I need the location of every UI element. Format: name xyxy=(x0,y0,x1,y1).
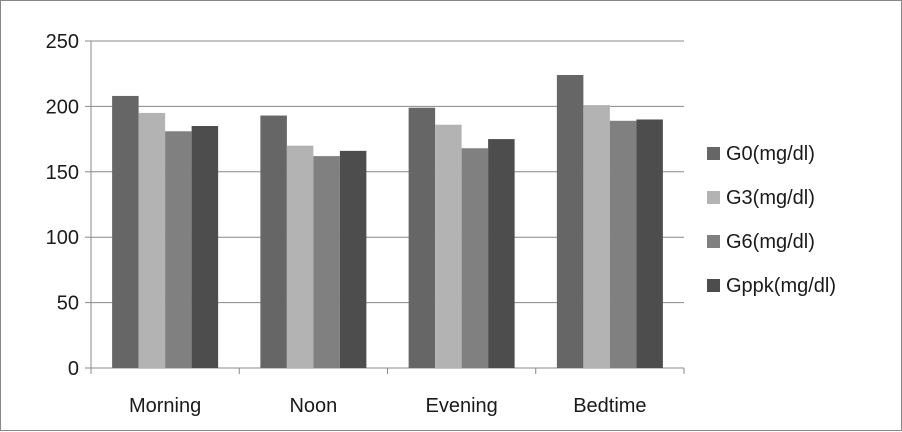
y-tick-label: 50 xyxy=(57,293,79,315)
bar xyxy=(609,120,637,369)
bar xyxy=(435,124,462,368)
bar xyxy=(165,131,192,368)
legend-swatch xyxy=(707,191,720,204)
bar xyxy=(636,119,663,368)
legend-swatch xyxy=(707,279,720,292)
y-tick-label: 200 xyxy=(46,96,79,118)
x-category-label: Morning xyxy=(129,395,201,417)
bar xyxy=(191,126,219,369)
y-tick-label: 150 xyxy=(46,162,79,184)
y-tick-label: 100 xyxy=(46,227,79,249)
bar xyxy=(313,156,340,368)
y-tick-label: 250 xyxy=(46,31,79,53)
legend-label: G0(mg/dl) xyxy=(726,143,815,165)
legend-swatch xyxy=(707,235,720,248)
bar xyxy=(556,75,584,369)
bar xyxy=(339,150,367,368)
bar xyxy=(408,107,436,368)
legend-label: G3(mg/dl) xyxy=(726,187,815,209)
legend-swatch xyxy=(707,147,720,160)
bar xyxy=(138,112,166,368)
legend-label: G6(mg/dl) xyxy=(726,231,815,253)
bar xyxy=(488,139,515,368)
bar xyxy=(583,105,610,368)
bar xyxy=(461,148,489,368)
x-category-label: Evening xyxy=(425,395,497,417)
legend-label: Gppk(mg/dl) xyxy=(726,275,836,297)
y-tick-label: 0 xyxy=(68,358,79,380)
bar xyxy=(260,115,287,368)
bar xyxy=(112,95,139,368)
bar xyxy=(286,145,314,368)
x-category-label: Noon xyxy=(289,395,337,417)
x-category-label: Bedtime xyxy=(573,395,646,417)
